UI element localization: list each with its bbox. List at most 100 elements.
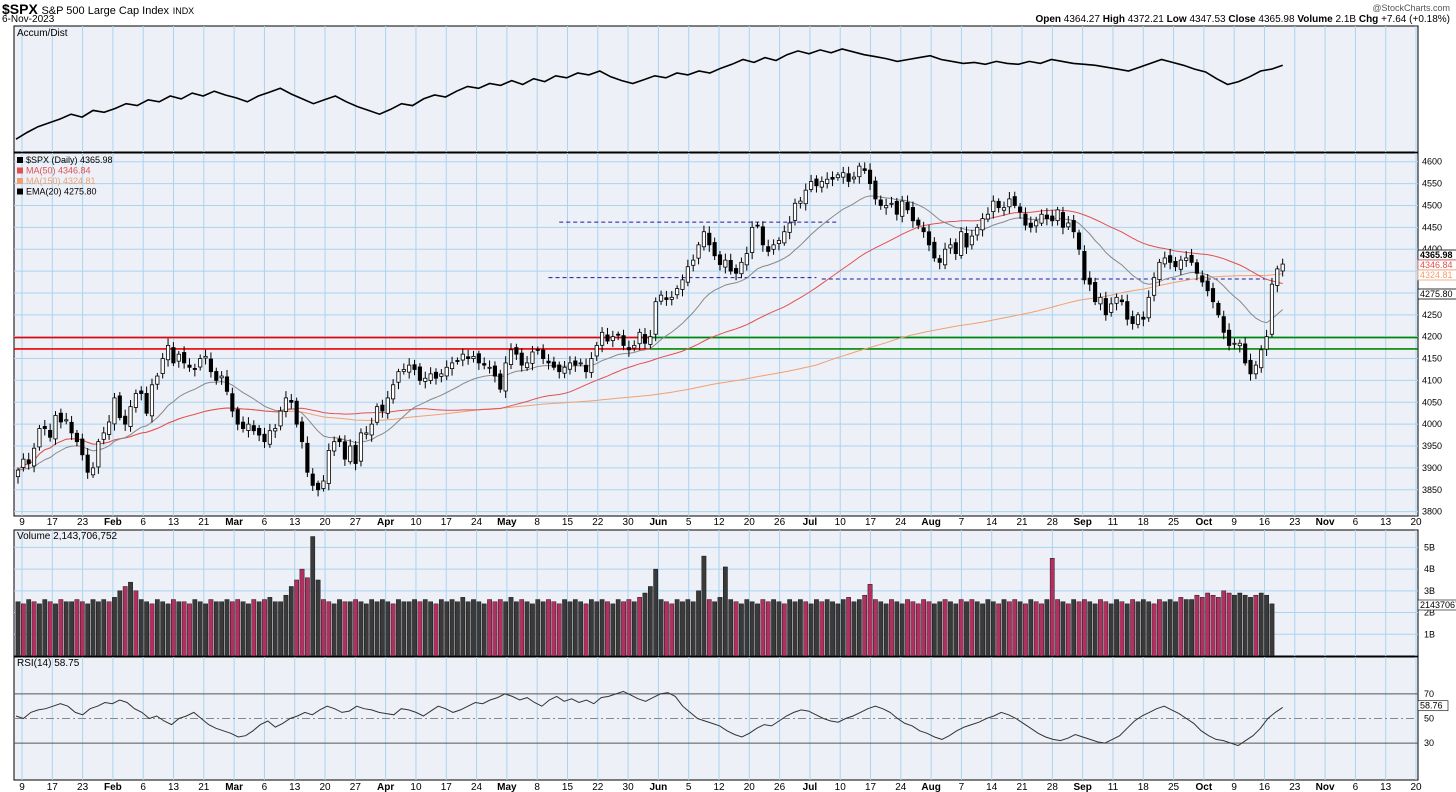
candle bbox=[369, 423, 374, 436]
volume-bar bbox=[112, 597, 117, 657]
x-tick-label-bottom: 17 bbox=[47, 782, 59, 792]
candle bbox=[1194, 262, 1199, 274]
candle bbox=[867, 169, 873, 185]
volume-legend: Volume 2,143,706,752 bbox=[17, 531, 118, 542]
volume-bar bbox=[814, 599, 819, 657]
volume-bar bbox=[192, 599, 198, 657]
x-tick-label: 5 bbox=[686, 517, 692, 528]
volume-bar bbox=[749, 601, 755, 657]
candle bbox=[326, 449, 331, 484]
candle bbox=[734, 268, 739, 274]
volume-bar bbox=[1044, 599, 1050, 657]
candle bbox=[149, 384, 155, 417]
x-tick-label: Apr bbox=[377, 517, 394, 528]
volume-bar bbox=[213, 601, 219, 657]
volume-bar bbox=[610, 603, 616, 657]
volume-bar bbox=[631, 601, 637, 657]
x-tick-label: 15 bbox=[562, 517, 574, 528]
volume-bar bbox=[369, 599, 375, 657]
candle bbox=[541, 349, 546, 359]
candle bbox=[471, 355, 476, 359]
candle bbox=[267, 430, 272, 445]
volume-bar bbox=[1012, 599, 1018, 657]
volume-bar bbox=[187, 603, 192, 657]
candle bbox=[825, 178, 830, 184]
candle bbox=[1162, 257, 1167, 265]
volume-bar bbox=[406, 601, 412, 657]
candle bbox=[830, 176, 835, 180]
volume-bar bbox=[144, 601, 149, 657]
volume-bar bbox=[444, 601, 450, 657]
candle bbox=[685, 266, 690, 283]
volume-bar bbox=[1226, 592, 1232, 657]
candle bbox=[975, 226, 980, 236]
x-tick-label: 17 bbox=[865, 517, 877, 528]
legend-swatch bbox=[17, 188, 23, 195]
candle bbox=[594, 345, 599, 357]
candle bbox=[112, 397, 117, 425]
candle bbox=[90, 467, 96, 476]
candle bbox=[492, 365, 497, 377]
x-tick-label: 20 bbox=[1410, 517, 1422, 528]
volume-bar bbox=[149, 603, 155, 657]
candle bbox=[1119, 299, 1124, 303]
volume-bar bbox=[1114, 599, 1119, 657]
candle bbox=[428, 373, 433, 381]
candle bbox=[192, 368, 197, 370]
quote-value: 2.1B bbox=[1335, 14, 1359, 25]
candle bbox=[701, 231, 706, 248]
x-tick-label-bottom: Sep bbox=[1073, 782, 1091, 792]
volume-bar bbox=[1194, 594, 1200, 657]
candle bbox=[959, 231, 964, 256]
volume-bar bbox=[181, 601, 187, 657]
x-tick-label-bottom: 17 bbox=[441, 782, 453, 792]
volume-bar bbox=[1028, 599, 1034, 657]
volume-bar bbox=[390, 603, 396, 657]
volume-bar bbox=[63, 601, 69, 657]
volume-bar bbox=[535, 599, 541, 657]
candle bbox=[1114, 296, 1119, 304]
candle bbox=[514, 347, 519, 355]
x-tick-label: Sep bbox=[1073, 517, 1091, 528]
x-tick-label-bottom: 11 bbox=[1108, 782, 1119, 792]
volume-y-tick: 2B bbox=[1424, 608, 1435, 618]
x-tick-label-bottom: 25 bbox=[1168, 782, 1180, 792]
volume-bar bbox=[589, 599, 594, 657]
index-name: S&P 500 Large Cap Index bbox=[41, 5, 170, 17]
x-tick-label: 13 bbox=[168, 517, 180, 528]
volume-bar bbox=[771, 599, 776, 657]
candle bbox=[498, 373, 503, 390]
candle bbox=[385, 397, 390, 414]
candle bbox=[1018, 206, 1023, 213]
candle bbox=[616, 333, 621, 336]
candle bbox=[771, 244, 776, 250]
candle bbox=[1093, 282, 1098, 303]
candle bbox=[546, 360, 551, 364]
candle bbox=[364, 432, 369, 435]
volume-bar bbox=[101, 599, 107, 657]
candle bbox=[632, 345, 637, 349]
x-tick-label-bottom: 18 bbox=[1138, 782, 1150, 792]
volume-bar bbox=[578, 601, 584, 657]
candle bbox=[750, 226, 755, 253]
x-tick-label-bottom: Jun bbox=[650, 782, 668, 792]
volume-last-label: 2143706752 bbox=[1420, 600, 1456, 610]
volume-bar bbox=[1178, 597, 1184, 657]
volume-bar bbox=[337, 599, 342, 657]
volume-bar bbox=[626, 599, 632, 657]
candle bbox=[37, 428, 42, 448]
volume-bar bbox=[310, 536, 316, 657]
volume-bar bbox=[106, 601, 112, 657]
volume-bar bbox=[1232, 594, 1237, 657]
candle bbox=[1130, 316, 1135, 324]
quote-label: High bbox=[1102, 14, 1128, 25]
x-tick-label: 12 bbox=[713, 517, 725, 528]
volume-bar bbox=[171, 599, 176, 657]
volume-bar bbox=[819, 601, 825, 657]
candle bbox=[1269, 283, 1275, 335]
volume-bar bbox=[1135, 601, 1141, 657]
volume-bar bbox=[1060, 601, 1066, 657]
volume-bar bbox=[594, 601, 600, 657]
candle bbox=[487, 366, 492, 369]
volume-bar bbox=[1055, 599, 1060, 657]
